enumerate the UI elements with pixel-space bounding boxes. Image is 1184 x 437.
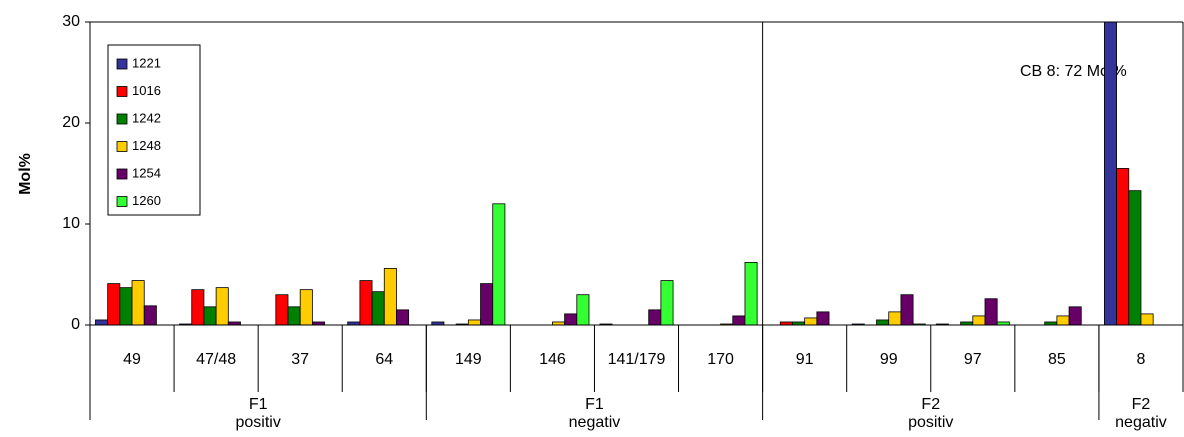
group-label: negativ (569, 414, 621, 431)
bar (215, 287, 229, 326)
bar (576, 294, 590, 326)
x-tick-label: 85 (1048, 351, 1066, 368)
bar (888, 311, 902, 326)
group-label: positiv (908, 414, 953, 431)
legend: 1221 1016 1242 1248 1254 1260 (107, 44, 201, 216)
bar (1056, 315, 1070, 326)
bar (383, 268, 397, 326)
bar (131, 280, 145, 326)
x-tick-label: 99 (880, 351, 898, 368)
bar (660, 280, 674, 326)
bar (492, 203, 506, 326)
bar (972, 315, 986, 326)
bar (816, 311, 830, 326)
group-label: negativ (1115, 414, 1167, 431)
bar (287, 306, 301, 326)
bar (203, 306, 217, 326)
bar (1140, 313, 1154, 326)
group-label: positiv (235, 414, 280, 431)
legend-swatch (116, 86, 128, 97)
bar (744, 261, 758, 326)
y-tick-label: 20 (62, 114, 80, 131)
bar (107, 283, 121, 326)
group-label: F1 (585, 396, 604, 413)
legend-swatch (116, 58, 128, 70)
x-tick-label: 8 (1137, 351, 1146, 368)
x-tick-label: 146 (539, 351, 566, 368)
group-label: F1 (249, 396, 268, 413)
x-tick-label: 149 (455, 351, 482, 368)
bar (95, 319, 109, 326)
bar (1128, 190, 1142, 326)
bar (564, 313, 578, 326)
legend-label: 1221 (132, 55, 161, 70)
x-tick-label: 64 (375, 351, 393, 368)
legend-box (107, 44, 201, 216)
x-tick-label: 91 (796, 351, 814, 368)
x-tick-label: 97 (964, 351, 982, 368)
x-tick-label: 49 (123, 351, 141, 368)
bar (275, 294, 289, 326)
bar (299, 289, 313, 326)
bar (371, 291, 385, 326)
bar (480, 283, 494, 326)
y-tick-label: 30 (62, 13, 80, 30)
bar (467, 319, 481, 326)
bar (191, 289, 205, 326)
bar (900, 294, 914, 326)
bar (119, 287, 133, 326)
bar (876, 319, 890, 326)
x-tick-label: 37 (291, 351, 309, 368)
x-tick-label: 141/179 (608, 351, 666, 368)
y-tick-label: 10 (62, 215, 80, 232)
legend-label: 1260 (132, 193, 161, 208)
bar (732, 315, 746, 326)
legend-swatch (116, 196, 128, 207)
legend-label: 1254 (132, 165, 161, 180)
bar (1068, 306, 1082, 326)
group-label: F2 (921, 396, 940, 413)
y-tick-label: 0 (71, 316, 80, 333)
legend-swatch (116, 141, 128, 152)
y-axis-title: Mol% (17, 153, 34, 195)
legend-label: 1016 (132, 83, 161, 98)
bar (359, 280, 373, 326)
legend-swatch (116, 113, 128, 125)
bar (1103, 22, 1117, 326)
x-tick-label: 47/48 (196, 351, 236, 368)
bar (804, 317, 818, 326)
bar (984, 298, 998, 326)
legend-swatch (116, 168, 128, 180)
legend-label: 1242 (132, 110, 161, 125)
x-tick-label: 170 (707, 351, 734, 368)
annotation: CB 8: 72 Mol% (1020, 63, 1127, 80)
bar (648, 309, 662, 326)
bar (1116, 168, 1130, 326)
bar (143, 305, 157, 326)
legend-label: 1248 (132, 138, 161, 153)
bar (396, 309, 410, 326)
group-label: F2 (1132, 396, 1151, 413)
